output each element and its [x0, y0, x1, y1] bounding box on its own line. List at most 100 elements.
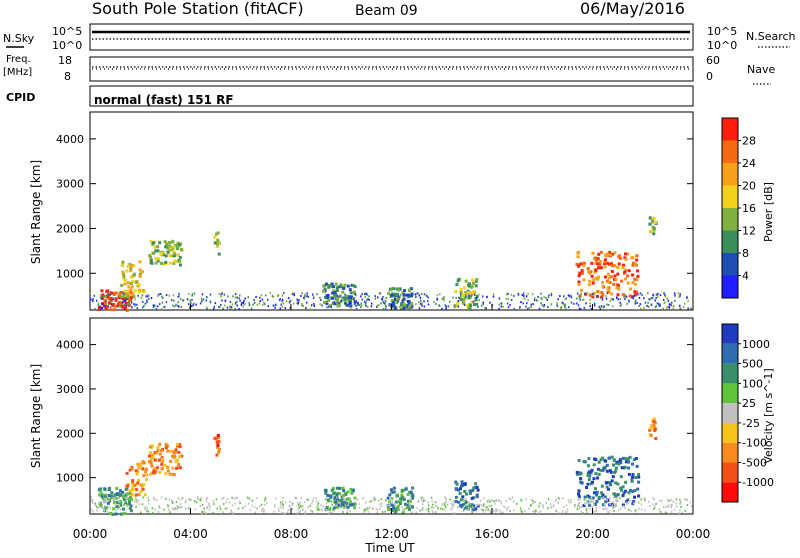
- data-cell: [172, 252, 176, 256]
- data-cell: [122, 277, 126, 281]
- data-cell: [443, 296, 445, 299]
- data-cell: [156, 449, 160, 452]
- velocity-cells: [90, 417, 693, 516]
- data-cell: [568, 501, 570, 504]
- data-cell: [364, 303, 367, 306]
- data-cell: [100, 296, 102, 299]
- data-cell: [236, 300, 238, 303]
- data-cell: [229, 305, 231, 308]
- data-cell: [579, 308, 582, 311]
- data-cell: [357, 498, 359, 501]
- data-cell: [353, 496, 357, 500]
- data-cell: [324, 498, 326, 501]
- data-cell: [663, 505, 665, 508]
- velocity-colorbar-label: Velocity [m s^-1]: [762, 368, 775, 463]
- data-cell: [570, 296, 573, 299]
- data-cell: [347, 297, 350, 300]
- data-cell: [367, 510, 370, 513]
- data-cell: [346, 284, 350, 288]
- data-cell: [475, 493, 479, 497]
- data-cell: [666, 307, 668, 310]
- data-cell: [469, 503, 471, 506]
- data-cell: [606, 286, 610, 290]
- data-cell: [161, 297, 164, 299]
- data-cell: [521, 293, 523, 296]
- data-cell: [255, 296, 257, 298]
- data-cell: [384, 510, 386, 513]
- data-cell: [282, 507, 284, 510]
- data-cell: [121, 305, 125, 309]
- data-cell: [225, 501, 227, 504]
- data-cell: [148, 451, 152, 455]
- data-cell: [625, 295, 628, 298]
- data-cell: [176, 444, 180, 448]
- data-cell: [128, 468, 132, 472]
- data-cell: [261, 503, 263, 506]
- data-cell: [587, 283, 591, 287]
- data-cell: [131, 480, 135, 484]
- data-cell: [335, 289, 339, 292]
- data-cell: [103, 301, 107, 305]
- data-cell: [587, 457, 591, 461]
- data-cell: [453, 306, 455, 309]
- data-cell: [353, 300, 357, 304]
- data-cell: [147, 496, 149, 499]
- data-cell: [97, 302, 100, 305]
- colorbar-tick-label: 1000: [742, 338, 770, 351]
- data-cell: [522, 302, 524, 305]
- data-cell: [332, 297, 335, 300]
- data-cell: [582, 261, 586, 265]
- data-cell: [321, 509, 323, 512]
- data-cell: [578, 296, 581, 299]
- data-cell: [667, 299, 670, 302]
- data-cell: [92, 298, 94, 301]
- data-cell: [90, 298, 92, 301]
- data-cell: [315, 497, 317, 500]
- data-cell: [151, 251, 155, 255]
- data-cell: [603, 508, 606, 511]
- data-cell: [397, 288, 401, 292]
- data-cell: [460, 480, 464, 484]
- data-cell: [281, 300, 284, 303]
- data-cell: [149, 460, 153, 464]
- data-cell: [583, 498, 586, 501]
- data-cell: [679, 509, 681, 512]
- data-cell: [329, 305, 331, 308]
- data-cell: [103, 487, 107, 491]
- data-cell: [325, 303, 328, 306]
- data-cell: [213, 235, 217, 239]
- data-cell: [142, 483, 146, 487]
- data-cell: [486, 506, 488, 509]
- data-cell: [330, 282, 334, 286]
- data-cell: [178, 259, 182, 263]
- data-cell: [201, 297, 203, 300]
- data-cell: [665, 505, 667, 508]
- data-cell: [471, 489, 475, 493]
- data-cell: [153, 498, 156, 501]
- data-cell: [631, 296, 634, 299]
- data-cell: [608, 511, 610, 514]
- data-cell: [325, 497, 327, 500]
- data-cell: [367, 305, 369, 308]
- data-cell: [124, 278, 128, 282]
- data-cell: [285, 501, 287, 504]
- data-cell: [404, 502, 407, 506]
- data-cell: [101, 497, 104, 500]
- data-cell: [482, 509, 484, 511]
- data-cell: [605, 297, 608, 300]
- data-cell: [556, 304, 558, 307]
- data-cell: [510, 299, 513, 302]
- data-cell: [603, 503, 606, 506]
- data-cell: [594, 268, 598, 272]
- data-cell: [458, 296, 460, 299]
- data-cell: [114, 497, 116, 500]
- data-cell: [679, 501, 682, 504]
- data-cell: [593, 302, 596, 305]
- data-cell: [480, 504, 483, 507]
- data-cell: [613, 502, 615, 505]
- data-cell: [94, 504, 96, 507]
- data-cell: [297, 509, 299, 512]
- data-cell: [250, 307, 253, 310]
- data-cell: [668, 499, 670, 502]
- data-cell: [348, 288, 352, 292]
